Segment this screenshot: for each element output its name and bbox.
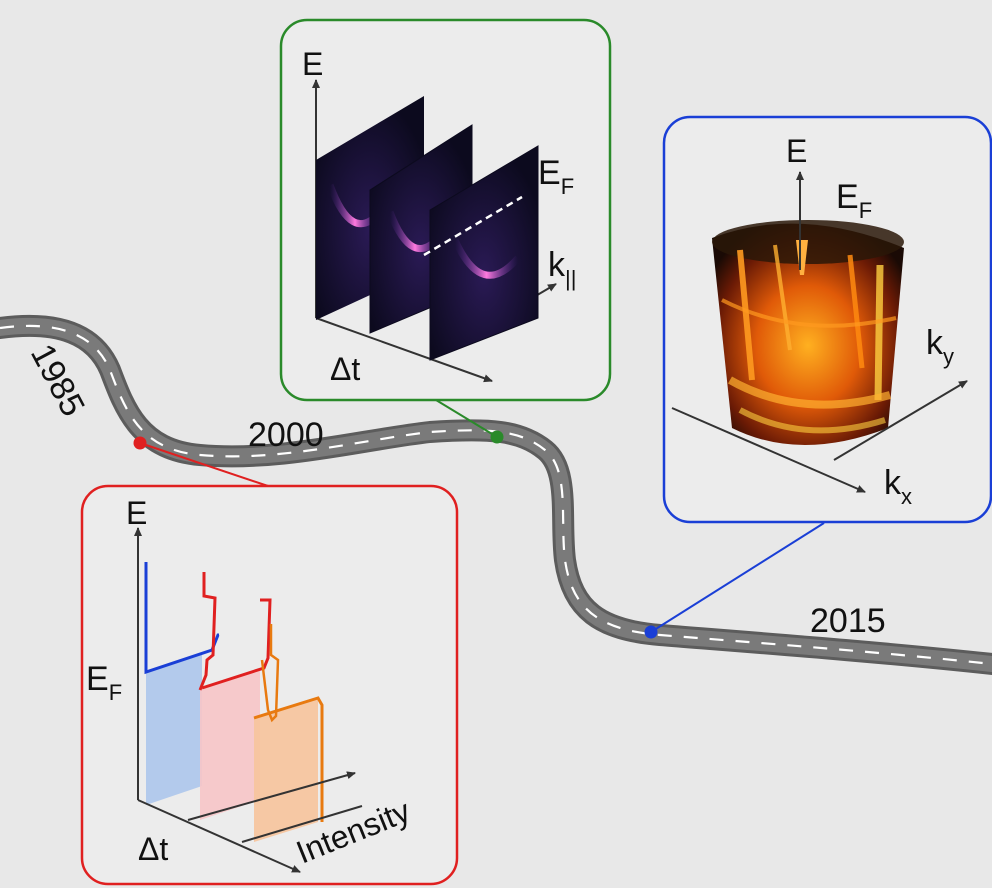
panel-1985: E EF Δt Intensity	[80, 484, 459, 886]
fermi-level-label: EF	[836, 178, 872, 223]
delay-axis-label: Δt	[330, 351, 360, 387]
panel-2000: E EF k|| Δt	[279, 18, 612, 402]
intensity-axis-2	[241, 805, 363, 843]
connector-1985	[139, 442, 269, 487]
spectrum-fill-orange	[254, 698, 318, 842]
year-label-2015: 2015	[810, 602, 886, 640]
spectrum-curve-red-2	[201, 598, 272, 690]
milestone-dot-1985	[133, 436, 147, 450]
spectrum-fill-blue	[146, 654, 202, 805]
fermi-level-line	[423, 195, 523, 257]
delay-axis	[315, 317, 493, 383]
energy-axis-label: E	[302, 46, 323, 82]
connector-2000	[435, 399, 498, 438]
spectrum-fill-red	[200, 670, 260, 820]
arpes-slice-3	[429, 145, 539, 361]
intensity-axis-1	[187, 771, 356, 821]
spectrum-curve-orange-2	[260, 624, 280, 723]
year-label-2000: 2000	[248, 416, 324, 454]
spectrum-curve-orange	[253, 696, 324, 822]
connector-2015	[650, 522, 825, 633]
spectrum-curve-red	[198, 572, 217, 691]
kx-axis	[671, 407, 866, 493]
energy-axis-label: E	[786, 133, 807, 169]
fermi-level-label: EF	[538, 154, 574, 199]
road-lane-marking	[0, 324, 992, 666]
energy-axis-label: E	[126, 495, 147, 531]
momentum-axis-label: k||	[548, 246, 576, 291]
fermi-level-label: EF	[86, 660, 122, 705]
ky-axis	[833, 380, 968, 461]
ky-axis-label: ky	[926, 324, 954, 369]
delay-axis	[137, 799, 301, 873]
milestone-dot-2015	[644, 625, 658, 639]
panel-2015: E EF ky kx	[662, 115, 992, 524]
milestone-dot-2000	[490, 430, 504, 444]
fermi-surface-3d	[712, 220, 904, 445]
delay-axis-label: Δt	[138, 831, 168, 867]
timeline-road	[0, 314, 992, 675]
kx-axis-label: kx	[884, 464, 912, 509]
